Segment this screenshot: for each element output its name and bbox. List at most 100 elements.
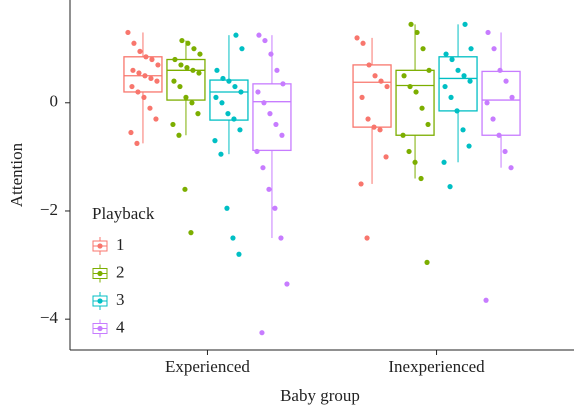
data-point xyxy=(196,70,202,76)
data-point xyxy=(441,159,447,165)
data-point xyxy=(462,21,468,27)
data-point xyxy=(191,46,197,52)
data-point xyxy=(267,111,273,117)
y-tick-label: 0 xyxy=(50,92,59,111)
data-point xyxy=(148,75,154,82)
data-point xyxy=(188,230,194,236)
data-point xyxy=(365,116,371,122)
data-point xyxy=(443,51,449,57)
data-point xyxy=(176,132,182,138)
data-point xyxy=(483,297,489,303)
data-point xyxy=(130,67,136,73)
data-point xyxy=(461,73,467,79)
data-point xyxy=(226,78,232,84)
data-point xyxy=(412,159,418,165)
x-tick-label: Inexperienced xyxy=(388,357,485,376)
data-point xyxy=(371,124,377,130)
legend-label: 3 xyxy=(116,290,125,309)
data-point xyxy=(372,73,378,79)
data-point xyxy=(447,184,453,190)
data-point xyxy=(135,89,141,95)
data-point xyxy=(426,67,432,73)
data-point xyxy=(407,83,413,90)
box xyxy=(123,56,163,93)
data-point xyxy=(383,154,389,160)
data-point xyxy=(141,94,147,100)
data-point xyxy=(220,75,226,82)
data-point xyxy=(239,46,245,52)
data-point xyxy=(179,37,185,44)
data-point xyxy=(408,21,414,27)
data-point xyxy=(212,138,218,144)
data-point xyxy=(284,281,290,287)
data-point xyxy=(484,100,490,106)
data-point xyxy=(125,29,131,36)
data-point xyxy=(143,54,149,60)
data-point xyxy=(377,127,383,133)
data-point xyxy=(401,73,407,79)
data-point xyxy=(418,175,424,182)
y-tick-label: −2 xyxy=(40,200,58,219)
box xyxy=(438,56,478,112)
data-point xyxy=(490,116,496,122)
data-point xyxy=(266,186,272,192)
legend-label: 2 xyxy=(116,262,125,281)
data-point xyxy=(170,121,176,128)
data-point xyxy=(358,181,364,187)
data-point xyxy=(485,29,491,36)
data-point xyxy=(366,62,372,68)
x-axis-label: Baby group xyxy=(280,386,360,405)
data-point xyxy=(136,70,142,76)
data-point xyxy=(496,132,502,138)
data-point xyxy=(278,235,284,241)
data-point xyxy=(468,46,474,52)
data-point xyxy=(154,78,160,84)
data-point xyxy=(195,111,201,117)
data-point xyxy=(189,100,195,106)
data-point xyxy=(262,37,268,44)
box xyxy=(395,69,435,136)
legend-label: 4 xyxy=(116,317,125,336)
data-point xyxy=(153,116,159,122)
data-point xyxy=(232,83,238,90)
data-point xyxy=(419,105,425,111)
data-point xyxy=(442,83,448,90)
data-point xyxy=(359,94,365,100)
data-point xyxy=(134,140,140,146)
data-point xyxy=(177,83,183,90)
data-point xyxy=(424,259,430,265)
data-point xyxy=(155,62,161,68)
data-point xyxy=(128,129,134,136)
data-point xyxy=(455,67,461,73)
data-point xyxy=(406,148,412,155)
data-point xyxy=(261,100,267,106)
data-point xyxy=(260,165,266,171)
data-point xyxy=(448,94,454,100)
box xyxy=(352,64,392,128)
data-point xyxy=(185,40,191,46)
data-point xyxy=(400,132,406,138)
data-point xyxy=(231,116,237,122)
data-point xyxy=(182,186,188,192)
data-point xyxy=(230,235,236,241)
x-tick-label: Experienced xyxy=(165,357,250,376)
data-point xyxy=(213,94,219,100)
data-point xyxy=(197,51,203,57)
legend-key xyxy=(97,270,103,277)
data-point xyxy=(238,89,244,95)
data-point xyxy=(497,67,503,73)
legend-title: Playback xyxy=(92,204,155,223)
data-point xyxy=(491,46,497,52)
data-point xyxy=(508,165,514,171)
data-point xyxy=(384,83,390,90)
data-point xyxy=(279,132,285,138)
legend-key xyxy=(97,298,103,304)
data-point xyxy=(219,100,225,106)
data-point xyxy=(273,121,279,128)
data-point xyxy=(414,29,420,36)
data-point xyxy=(224,205,230,211)
data-point xyxy=(268,51,274,57)
data-point xyxy=(233,32,239,38)
data-point xyxy=(129,83,135,90)
